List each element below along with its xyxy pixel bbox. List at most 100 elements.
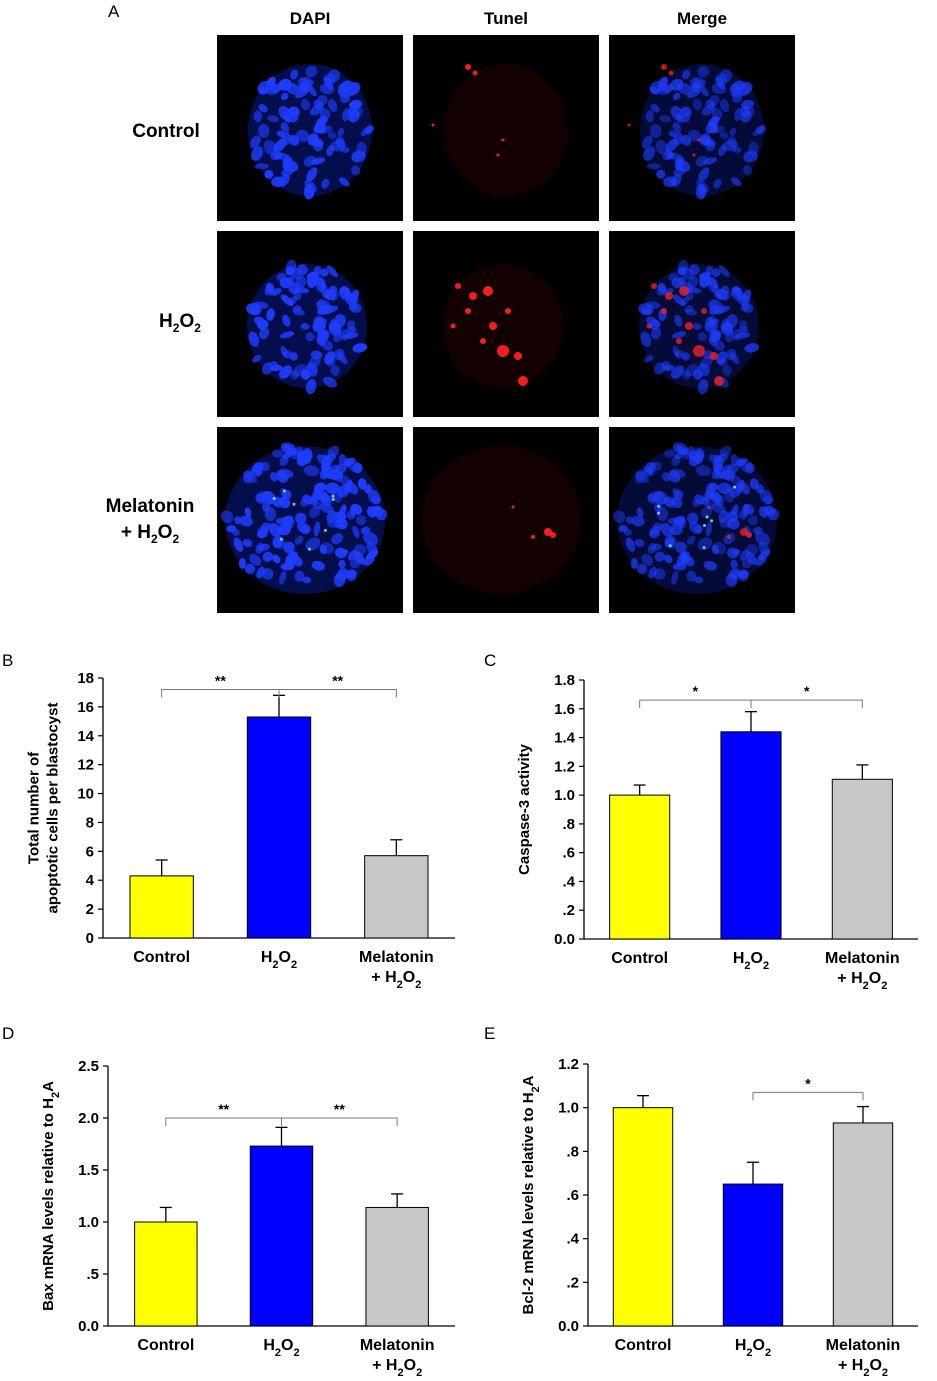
chart-b-significance-label: ** xyxy=(215,673,226,689)
chart-c-bar xyxy=(831,778,893,940)
chart-c-ytick-label: 1.6 xyxy=(554,701,575,718)
chart-c-caspase-3: 0.0 .2 .4 .6 .8 1.0 1.2 1.4 1.6 1.8 Caspase-3 acti… xyxy=(516,672,918,992)
chart-c-ytick-label: 1.0 xyxy=(554,787,575,804)
chart-d-ytick-label: .5 xyxy=(86,1266,99,1283)
chart-b-bar xyxy=(129,875,194,939)
chart-d-category-label: + H2O2 xyxy=(372,1357,422,1379)
chart-c-significance-bracket xyxy=(639,699,752,709)
chart-d-ytick-label: 2.0 xyxy=(78,1110,99,1127)
chart-c-ytick-label: .6 xyxy=(562,845,575,862)
chart-c-ytick-label: 1.8 xyxy=(554,672,575,689)
chart-b-ytick-label: 12 xyxy=(77,757,94,774)
chart-b-significance-bracket xyxy=(278,689,397,698)
column-header-tunel: Tunel xyxy=(483,9,529,28)
chart-b-ytick-label: 10 xyxy=(77,786,94,803)
micrograph-control-tunel xyxy=(413,35,599,221)
chart-b-ytick-label: 2 xyxy=(86,901,94,918)
chart-e-significance-label: * xyxy=(805,1075,811,1091)
chart-d-bar xyxy=(249,1145,314,1327)
chart-d-category-label: Control xyxy=(137,1337,194,1354)
chart-d-significance-label: ** xyxy=(218,1101,229,1117)
chart-b-bar xyxy=(246,716,312,939)
chart-c-ytick-label: .8 xyxy=(562,816,575,833)
h2o2-label-text: H2O2 xyxy=(159,311,201,335)
svg-text:Caspase-3 activity: Caspase-3 activity xyxy=(516,743,533,875)
chart-c-category-label: H2O2 xyxy=(733,950,769,972)
chart-e-bar xyxy=(722,1183,784,1327)
micrograph-control-merge xyxy=(609,35,795,221)
row-label-melatonin-h2o2: Melatonin + H2O2 xyxy=(90,494,210,552)
panel-e-letter: E xyxy=(484,1024,496,1043)
chart-b-ytick-label: 0 xyxy=(86,930,94,947)
chart-d-category-label: H2O2 xyxy=(263,1337,299,1359)
chart-b-ylabel: Total number of apoptotic cells per blast… xyxy=(26,703,62,914)
panel-c-letter: C xyxy=(484,651,497,670)
panel-d-letter: D xyxy=(2,1024,15,1043)
chart-d-bax-mrna: 0.0 .5 1.0 1.5 2.0 2.5 Bax mRNA levels relativ… xyxy=(40,1058,455,1379)
chart-e-ytick-label: 1.0 xyxy=(558,1100,579,1117)
svg-text:apoptotic cells per blastocyst: apoptotic cells per blastocyst xyxy=(45,703,62,914)
chart-c-bar xyxy=(609,794,671,940)
row-label-control: Control xyxy=(132,121,200,142)
chart-d-category-label: Melatonin xyxy=(360,1337,435,1354)
chart-d-ylabel: Bax mRNA levels relative to H2A xyxy=(40,1081,62,1311)
chart-e-ytick-label: .4 xyxy=(566,1231,579,1248)
micrograph-h2o2-dapi xyxy=(217,231,403,417)
chart-c-significance-label: * xyxy=(804,683,810,699)
chart-c-ytick-label: 1.4 xyxy=(554,730,576,747)
chart-e-category-label: H2O2 xyxy=(735,1337,771,1359)
chart-d-significance-bracket xyxy=(281,1117,398,1126)
chart-b-ytick-label: 4 xyxy=(86,872,95,889)
column-header-dapi: DAPI xyxy=(289,9,331,28)
chart-e-significance-bracket xyxy=(752,1091,864,1101)
chart-e-bar xyxy=(832,1122,894,1327)
micrograph-melatonin-h2o2-tunel xyxy=(413,427,599,613)
chart-e-bcl2-mrna: 0.0 .2 .4 .6 .8 1.0 1.2 Bcl-2 mRNA levels relat… xyxy=(520,1056,918,1379)
chart-c-ytick-label: .2 xyxy=(562,902,575,919)
chart-b-category-label: Melatonin xyxy=(359,949,434,966)
chart-d-ytick-label: 0.0 xyxy=(78,1318,99,1335)
chart-b-category-label: Control xyxy=(133,949,190,966)
chart-e-ytick-label: .8 xyxy=(566,1143,579,1160)
chart-e-ylabel: Bcl-2 mRNA levels relative to H2A xyxy=(520,1075,542,1314)
chart-c-bar xyxy=(720,731,782,940)
chart-d-significance-label: ** xyxy=(334,1101,345,1117)
chart-b-ytick-label: 18 xyxy=(77,670,94,687)
chart-e-ytick-label: 1.2 xyxy=(558,1056,579,1073)
chart-e-category-label: + H2O2 xyxy=(838,1357,888,1379)
chart-c-ytick-label: 1.2 xyxy=(554,758,575,775)
micrograph-h2o2-tunel xyxy=(413,231,599,417)
panel-b-letter: B xyxy=(2,651,14,670)
chart-e-ytick-label: .2 xyxy=(566,1274,579,1291)
micrograph-h2o2-merge xyxy=(609,231,795,417)
chart-d-ytick-label: 1.5 xyxy=(78,1162,99,1179)
chart-e-ytick-label: 0.0 xyxy=(558,1318,579,1335)
chart-d-ytick-label: 1.0 xyxy=(78,1214,99,1231)
chart-b-ytick-label: 14 xyxy=(77,728,94,745)
melatonin-plus-h2o2-text: + H2O2 xyxy=(120,522,180,546)
chart-d-significance-bracket xyxy=(165,1117,282,1126)
chart-c-ylabel: Caspase-3 activity xyxy=(516,743,533,875)
chart-e-ytick-label: .6 xyxy=(566,1187,579,1204)
panel-a-letter: A xyxy=(108,2,120,21)
chart-c-ytick-label: 0.0 xyxy=(554,931,575,948)
chart-c-category-label: Control xyxy=(611,950,668,967)
chart-d-bar xyxy=(365,1206,429,1327)
chart-b-category-label: + H2O2 xyxy=(371,969,421,991)
chart-b-category-label: H2O2 xyxy=(261,949,297,971)
chart-e-category-label: Melatonin xyxy=(826,1337,901,1354)
column-header-merge: Merge xyxy=(676,9,728,28)
chart-e-bar xyxy=(612,1107,674,1327)
chart-b-significance-label: ** xyxy=(332,673,343,689)
micrograph-melatonin-h2o2-merge xyxy=(609,427,795,613)
chart-b-ytick-label: 16 xyxy=(77,699,94,716)
chart-d-ytick-label: 2.5 xyxy=(78,1058,99,1075)
chart-c-category-label: Melatonin xyxy=(825,950,900,967)
chart-d-bar xyxy=(134,1221,198,1327)
svg-text:Bcl-2 mRNA levels relative to: Bcl-2 mRNA levels relative to H2A xyxy=(520,1075,542,1314)
chart-b-ytick-label: 6 xyxy=(86,843,94,860)
chart-b-apoptotic-cells: 0 2 4 6 8 10 12 14 16 18 Total number of apoptotic … xyxy=(26,670,455,991)
chart-b-significance-bracket xyxy=(161,689,280,698)
chart-b-ytick-label: 8 xyxy=(86,814,94,831)
micrograph-control-dapi xyxy=(217,35,403,221)
